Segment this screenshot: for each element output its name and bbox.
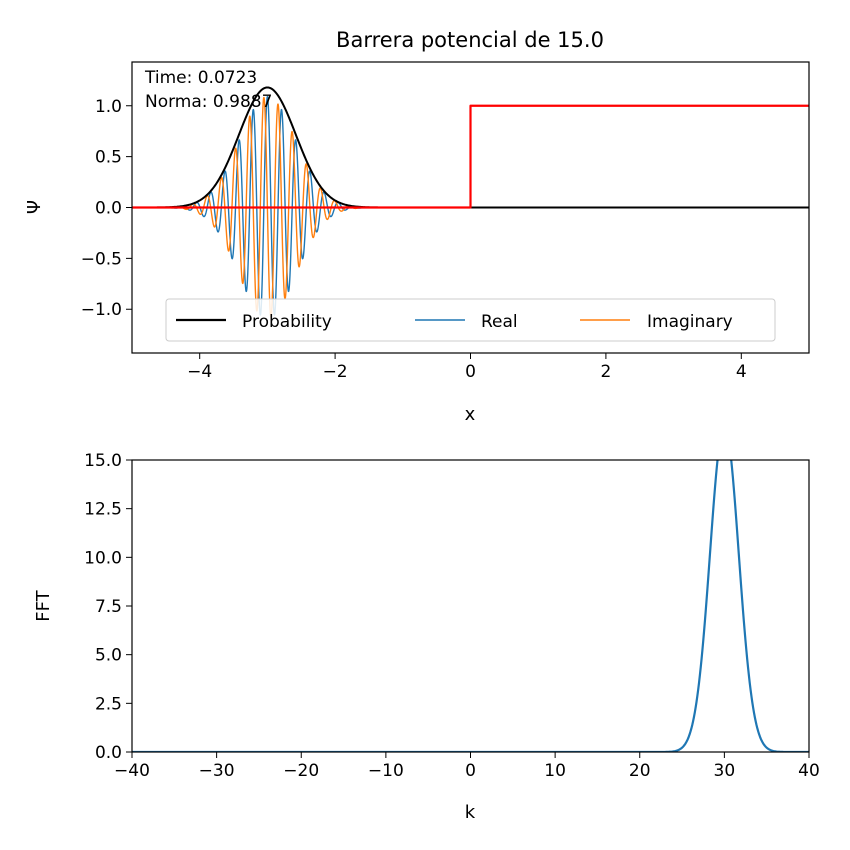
bottom-plot: −40 −30 −20 −10 0 10 20 30 40 0.0 2.5 5.0 7.5 10.0 12… (33, 451, 820, 823)
norma-annotation: Norma: 0.9887 (145, 92, 272, 112)
top-y-tick-label: 0.5 (95, 148, 122, 168)
bottom-y-tick-label: 12.5 (84, 500, 122, 520)
bottom-x-tick-label: −20 (283, 761, 319, 781)
bottom-y-tick-label: 0.0 (95, 743, 122, 763)
bottom-series-group (132, 460, 809, 752)
top-plot-title: Barrera potencial de 15.0 (336, 28, 604, 52)
top-series-group (132, 86, 809, 319)
bottom-x-tick-label: 0 (465, 761, 476, 781)
bottom-y-tick-label: 7.5 (95, 597, 122, 617)
bottom-x-tick-label: 10 (544, 761, 566, 781)
top-y-tick-label: 0.0 (95, 199, 122, 219)
top-x-tick-label: −4 (187, 362, 212, 382)
bottom-x-axis-label: k (465, 802, 476, 823)
top-y-tick-label: −1.0 (81, 300, 122, 320)
legend: Probability Real Imaginary (165, 298, 776, 342)
legend-label-real: Real (481, 312, 518, 332)
bottom-x-tick-label: 40 (798, 761, 820, 781)
top-y-tick-label: −0.5 (81, 249, 122, 269)
bottom-y-ticks: 0.0 2.5 5.0 7.5 10.0 12.5 15.0 (84, 451, 132, 763)
bottom-x-tick-label: −10 (368, 761, 404, 781)
bottom-series-fft-line (132, 460, 809, 752)
top-series-potential-line (132, 104, 809, 209)
top-plot: Barrera potencial de 15.0 −4 −2 0 2 4 1.0 0.5… (24, 28, 810, 425)
bottom-x-tick-label: −30 (199, 761, 235, 781)
legend-box (165, 298, 776, 342)
top-x-tick-label: −2 (323, 362, 348, 382)
top-y-tick-label: 1.0 (95, 97, 122, 117)
top-y-ticks: 1.0 0.5 0.0 −0.5 −1.0 (81, 97, 132, 320)
top-x-ticks: −4 −2 0 2 4 (187, 353, 747, 382)
bottom-y-axis-label: FFT (33, 589, 54, 621)
top-x-tick-label: 2 (600, 362, 611, 382)
top-x-axis-label: x (465, 404, 476, 425)
bottom-y-tick-label: 15.0 (84, 451, 122, 471)
bottom-x-tick-label: 30 (714, 761, 736, 781)
time-annotation: Time: 0.0723 (144, 68, 257, 88)
bottom-x-tick-label: −40 (114, 761, 150, 781)
legend-label-probability: Probability (242, 312, 332, 332)
bottom-y-tick-label: 10.0 (84, 548, 122, 568)
top-x-tick-label: 0 (465, 362, 476, 382)
bottom-x-ticks: −40 −30 −20 −10 0 10 20 30 40 (114, 752, 820, 781)
legend-label-imaginary: Imaginary (647, 312, 733, 332)
top-x-tick-label: 4 (736, 362, 747, 382)
bottom-x-tick-label: 20 (629, 761, 651, 781)
top-y-axis-label: Ψ (24, 200, 45, 214)
bottom-y-tick-label: 2.5 (95, 694, 122, 714)
bottom-y-tick-label: 5.0 (95, 646, 122, 666)
